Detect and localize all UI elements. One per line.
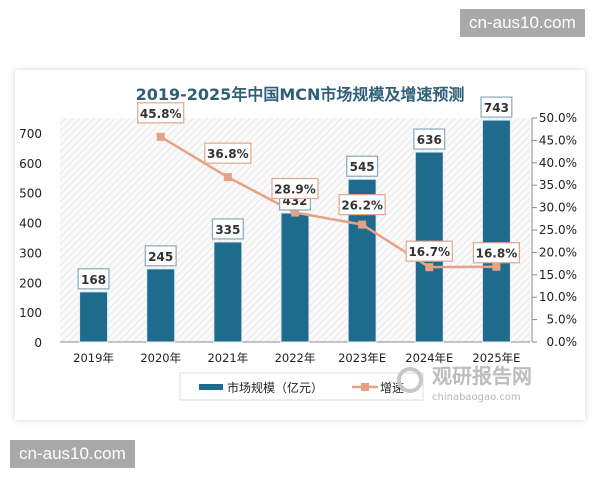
growth-line [160,135,497,269]
brand-url: chinabaogao.com [432,392,521,403]
right-tick-label: 40.0% [539,156,577,170]
x-tick-label: 2019年 [73,351,114,365]
right-tick-label: 50.0% [539,111,577,125]
growth-marker [358,220,367,229]
legend-bar-swatch [199,384,223,390]
growth-value-label: 26.2% [341,199,383,213]
growth-value-label-box [472,242,521,264]
right-tick-label: 20.0% [539,245,577,259]
chart-title: 2019-2025年中国MCN市场规模及增速预测 [136,85,465,104]
bar-value-label: 743 [484,101,509,115]
bar [213,241,243,343]
brand-logo: 观研报告网 chinabaogao.com [397,364,532,403]
bar-value-label: 545 [350,160,375,174]
x-tick-label: 2023年E [338,351,386,365]
left-tick-label: 700 [19,127,42,141]
bar [280,212,310,343]
left-tick-label: 200 [19,276,42,290]
growth-marker [291,208,299,217]
bar-value-label-box [346,155,379,177]
left-tick-label: 100 [19,306,42,320]
growth-marker [425,263,434,272]
brand-name: 观研报告网 [432,364,532,388]
bar-value-label: 636 [417,133,442,147]
bar [146,268,176,343]
watermark-top: cn-aus10.com [460,9,585,37]
x-tick-label: 2021年 [207,351,248,365]
bar-value-label-box [480,96,513,118]
right-tick-label: 5.0% [547,313,578,327]
right-tick-label: 15.0% [539,268,577,282]
right-tick-label: 10.0% [539,290,577,304]
right-tick-label: 35.0% [539,178,577,192]
x-tick-label: 2020年 [140,351,181,365]
growth-value-label-box [271,177,319,200]
right-tick-label: 45.0% [539,133,577,147]
growth-value-label: 28.9% [274,183,316,197]
legend-line-marker [361,383,369,391]
growth-value-label: 16.7% [408,245,450,259]
right-tick-label: 25.0% [539,223,577,237]
growth-value-label-box [405,240,453,262]
growth-value-label: 36.8% [207,147,249,161]
x-tick-label: 2025年E [472,351,520,365]
left-tick-label: 400 [19,217,42,231]
growth-marker [492,262,501,271]
legend-bar-label: 市场规模（亿元） [227,380,323,395]
growth-marker [223,173,232,182]
bar-value-label-box [413,128,446,150]
bar-value-label-box [77,268,110,290]
bar [79,291,109,343]
x-tick-label: 2024年E [405,351,453,365]
bar-value-label: 335 [215,223,240,237]
bar-value-label-box [144,245,177,267]
left-tick-label: 300 [19,246,42,260]
growth-value-label: 45.8% [140,107,182,121]
bar-value-label: 245 [148,250,173,264]
left-tick-label: 500 [19,187,42,201]
right-tick-label: 30.0% [539,201,577,215]
growth-marker [156,132,165,141]
growth-value-label-box [137,102,185,124]
left-tick-label: 600 [19,157,42,171]
watermark-bottom: cn-aus10.com [10,440,135,468]
right-tick-label: 0.0% [547,335,578,349]
bar-value-label: 168 [81,273,106,287]
left-tick-label: 0 [34,336,42,350]
growth-value-label-box [204,142,252,164]
x-tick-label: 2022年 [275,351,316,365]
bar [481,119,511,343]
growth-value-label-box [338,194,386,216]
bar-value-label-box [211,218,244,240]
growth-value-label: 16.8% [476,247,518,261]
